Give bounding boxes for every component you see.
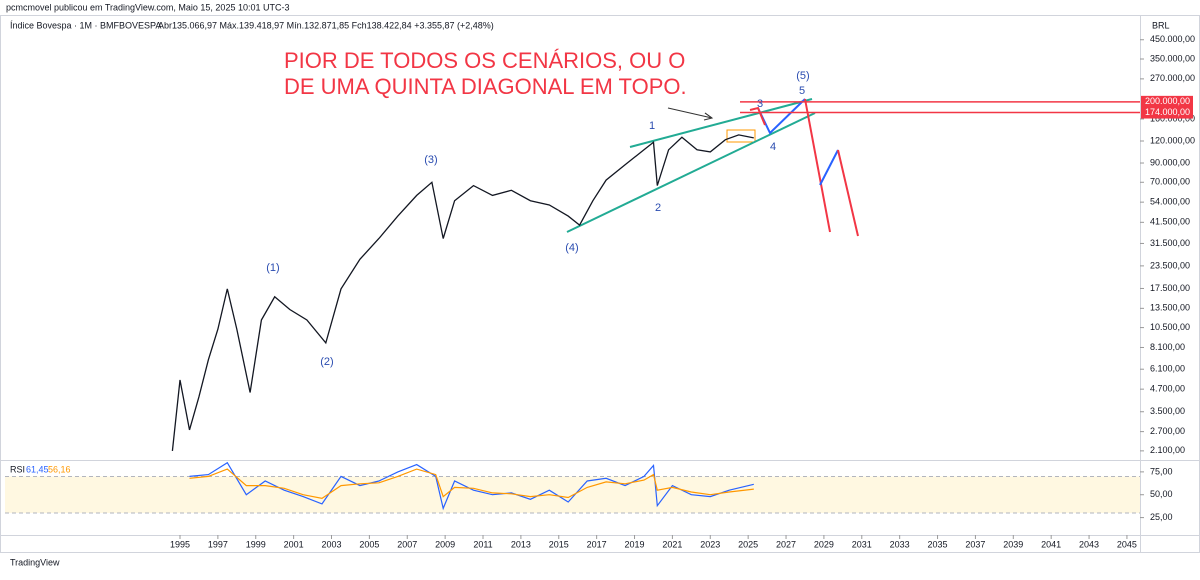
x-tick-label: 2013 [511, 539, 531, 549]
lower-trendline [566, 112, 816, 233]
x-tick-label: 2001 [284, 539, 304, 549]
y-tick-label: 25,00 [1150, 512, 1173, 522]
annotation: 2 [655, 202, 661, 214]
symbol-title: Índice Bovespa · 1M · BMFBOVESPA [10, 20, 161, 30]
x-tick-label: 2031 [852, 539, 872, 549]
x-tick-label: 2007 [397, 539, 417, 549]
x-tick-label: 2045 [1117, 539, 1137, 549]
y-tick-label: 54.000,00 [1150, 197, 1190, 207]
x-tick-label: 2037 [965, 539, 985, 549]
series-line [171, 134, 754, 451]
x-tick-label: 2021 [662, 539, 682, 549]
y-tick-label: 270.000,00 [1150, 73, 1195, 83]
x-tick-label: 1997 [208, 539, 228, 549]
x-tick-label: 2005 [359, 539, 379, 549]
annotation: (1) [266, 262, 279, 274]
y-tick-label: 90.000,00 [1150, 157, 1190, 167]
x-tick-label: 2027 [776, 539, 796, 549]
x-tick-label: 2017 [587, 539, 607, 549]
rsi-value: 61,45 [26, 464, 49, 474]
y-tick-label: 120.000,00 [1150, 135, 1195, 145]
y-tick-label: 41.500,00 [1150, 217, 1190, 227]
y-tick-label: 2.700,00 [1150, 426, 1185, 436]
arrow-head [703, 112, 714, 121]
y-tick-label: 2.100,00 [1150, 445, 1185, 455]
level-tag [1141, 106, 1193, 119]
currency: BRL [1152, 20, 1170, 30]
y-tick-label: 23.500,00 [1150, 260, 1190, 270]
y-tick-label: 17.500,00 [1150, 283, 1190, 293]
rsi-title: RSI [10, 464, 25, 474]
projection-up [757, 98, 806, 135]
level-tag [1141, 95, 1193, 108]
y-tick-label: 350.000,00 [1150, 53, 1195, 63]
y-tick-label: 13.500,00 [1150, 303, 1190, 313]
consolidation-box [726, 129, 756, 143]
annotation: (2) [320, 356, 333, 368]
ohlc: Abr135.066,97 Máx.139.418,97 Mín.132.871… [158, 20, 494, 30]
annotation: (3) [424, 154, 437, 166]
y-tick-label: 8.100,00 [1150, 342, 1185, 352]
x-tick-label: 2041 [1041, 539, 1061, 549]
annotation: 1 [649, 120, 655, 132]
projection-down-2 [837, 149, 859, 237]
y-tick-label: 70.000,00 [1150, 177, 1190, 187]
x-tick-label: 1999 [246, 539, 266, 549]
projection-bounce [819, 149, 839, 186]
x-tick-label: 2029 [814, 539, 834, 549]
y-tick-label: 10.500,00 [1150, 322, 1190, 332]
annotation: 4 [770, 141, 776, 153]
x-tick-label: 2033 [890, 539, 910, 549]
x-tick-label: 1995 [170, 539, 190, 549]
brand: TradingView [10, 557, 60, 567]
x-tick-label: 2009 [435, 539, 455, 549]
x-tick-label: 2015 [549, 539, 569, 549]
upper-trendline [629, 98, 813, 148]
level-label: 200.000,00 [1145, 96, 1190, 106]
publish-info: pcmcmovel publicou em TradingView.com, M… [6, 2, 289, 12]
x-tick-label: 2039 [1003, 539, 1023, 549]
x-tick-label: 2003 [321, 539, 341, 549]
level-label: 174.000,00 [1145, 107, 1190, 117]
annotation: (5) [796, 70, 809, 82]
x-tick-label: 2043 [1079, 539, 1099, 549]
annotation: 3 [757, 98, 763, 110]
annotation: 5 [799, 85, 805, 97]
x-tick-label: 2011 [473, 539, 492, 549]
x-tick-label: 2023 [700, 539, 720, 549]
rsi-value: 56,16 [48, 464, 71, 474]
projection-red [749, 106, 766, 126]
annotation: PIOR DE TODOS OS CENÁRIOS, OU O [284, 48, 685, 73]
series-line [189, 468, 754, 500]
y-tick-label: 50,00 [1150, 489, 1173, 499]
y-tick-label: 75,00 [1150, 466, 1173, 476]
x-tick-label: 2025 [738, 539, 758, 549]
y-tick-label: 3.500,00 [1150, 406, 1185, 416]
x-tick-label: 2019 [625, 539, 645, 549]
projection-down [804, 98, 831, 233]
annotation: (4) [565, 242, 578, 254]
y-tick-label: 31.500,00 [1150, 238, 1190, 248]
y-tick-label: 450.000,00 [1150, 34, 1195, 44]
annotation: DE UMA QUINTA DIAGONAL EM TOPO. [284, 74, 687, 99]
y-tick-label: 6.100,00 [1150, 364, 1185, 374]
series-line [189, 461, 754, 511]
y-tick-label: 4.700,00 [1150, 384, 1185, 394]
x-tick-label: 2035 [928, 539, 948, 549]
